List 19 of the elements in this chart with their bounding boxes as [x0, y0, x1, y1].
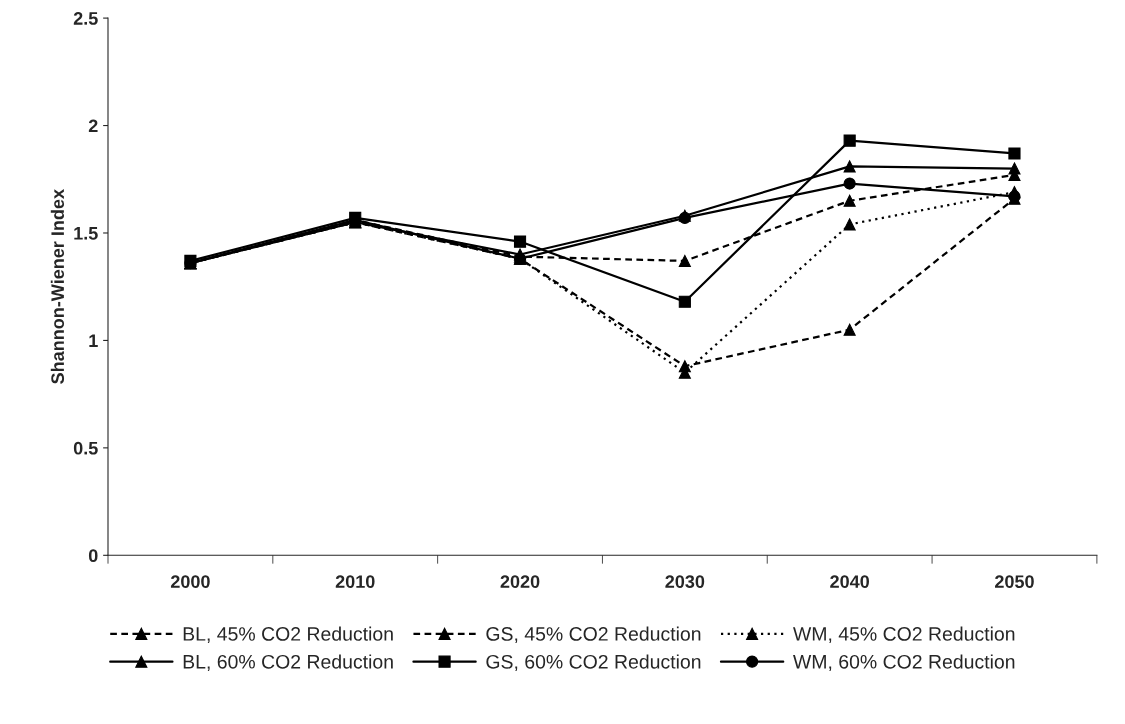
legend-label: GS, 60% CO2 Reduction	[486, 654, 701, 671]
legend-label: WM, 45% CO2 Reduction	[793, 626, 1015, 644]
y-tick-label: 2.5	[73, 12, 98, 25]
x-tick-label: 2000	[170, 575, 210, 589]
x-tick-label: 2010	[335, 575, 375, 589]
x-tick-label: 2050	[995, 575, 1034, 589]
y-tick-label: 1	[89, 334, 98, 347]
y-tick-label: 2	[88, 119, 98, 133]
legend-label: GS, 45% CO2 Reduction	[486, 626, 701, 644]
x-tick-label: 2040	[830, 575, 869, 589]
legend-label: BL, 45% CO2 Reduction	[183, 626, 393, 644]
x-tick-label: 2030	[665, 575, 705, 589]
x-tick-label: 2020	[500, 575, 540, 589]
legend-label: WM, 60% CO2 Reduction	[793, 654, 1015, 671]
y-tick-label: 1.5	[74, 227, 98, 240]
y-tick-label: 0.5	[73, 441, 98, 455]
legend-label: BL, 60% CO2 Reduction	[183, 654, 393, 671]
y-tick-label: 0	[88, 549, 98, 563]
y-axis-title: Shannon-Wiener Index	[50, 189, 65, 384]
